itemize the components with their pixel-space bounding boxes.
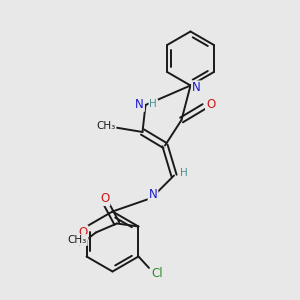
Text: N: N xyxy=(192,81,201,94)
Text: H: H xyxy=(149,99,157,110)
Text: N: N xyxy=(135,98,144,111)
Text: O: O xyxy=(206,98,215,112)
Text: N: N xyxy=(148,188,158,201)
Text: CH₃: CH₃ xyxy=(68,235,87,245)
Text: H: H xyxy=(180,168,188,178)
Text: O: O xyxy=(100,192,110,205)
Text: CH₃: CH₃ xyxy=(96,121,116,131)
Text: O: O xyxy=(78,226,88,239)
Text: Cl: Cl xyxy=(152,267,163,280)
